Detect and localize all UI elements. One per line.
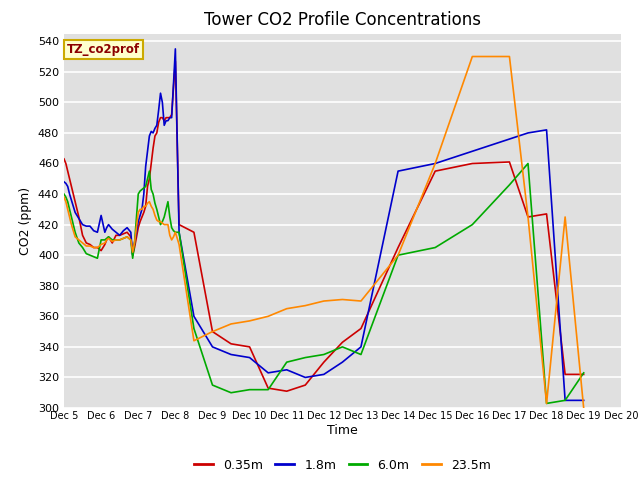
23.5m <box>339 297 346 302</box>
Y-axis label: CO2 (ppm): CO2 (ppm) <box>19 187 33 255</box>
1.8m <box>172 46 179 52</box>
0.35m <box>138 214 146 220</box>
1.8m <box>561 397 569 403</box>
23.5m <box>580 405 588 411</box>
6.0m <box>543 400 550 406</box>
0.35m <box>283 388 291 394</box>
0.35m <box>116 232 124 238</box>
Line: 0.35m: 0.35m <box>64 61 584 391</box>
6.0m <box>506 182 513 188</box>
Line: 1.8m: 1.8m <box>64 49 584 400</box>
23.5m <box>468 54 476 60</box>
6.0m <box>580 370 588 376</box>
23.5m <box>60 194 68 200</box>
6.0m <box>339 344 346 350</box>
0.35m <box>394 245 402 251</box>
Line: 23.5m: 23.5m <box>64 57 584 408</box>
Legend: 0.35m, 1.8m, 6.0m, 23.5m: 0.35m, 1.8m, 6.0m, 23.5m <box>189 454 495 477</box>
0.35m <box>60 156 68 162</box>
1.8m <box>580 397 588 403</box>
1.8m <box>116 232 124 238</box>
0.35m <box>103 237 111 243</box>
1.8m <box>138 206 146 212</box>
6.0m <box>103 236 111 241</box>
23.5m <box>149 206 157 212</box>
1.8m <box>524 130 532 136</box>
6.0m <box>149 191 157 197</box>
6.0m <box>524 161 532 167</box>
0.35m <box>580 372 588 377</box>
X-axis label: Time: Time <box>327 423 358 436</box>
6.0m <box>138 187 146 192</box>
Text: TZ_co2prof: TZ_co2prof <box>67 43 140 56</box>
6.0m <box>60 191 68 197</box>
0.35m <box>543 211 550 217</box>
23.5m <box>116 237 124 243</box>
23.5m <box>138 206 146 212</box>
23.5m <box>103 237 111 243</box>
1.8m <box>103 225 111 230</box>
Line: 6.0m: 6.0m <box>64 164 584 403</box>
0.35m <box>172 58 179 64</box>
1.8m <box>357 344 365 350</box>
0.35m <box>149 145 157 151</box>
23.5m <box>543 400 550 406</box>
Title: Tower CO2 Profile Concentrations: Tower CO2 Profile Concentrations <box>204 11 481 29</box>
6.0m <box>116 237 124 243</box>
1.8m <box>60 179 68 185</box>
1.8m <box>149 130 157 136</box>
